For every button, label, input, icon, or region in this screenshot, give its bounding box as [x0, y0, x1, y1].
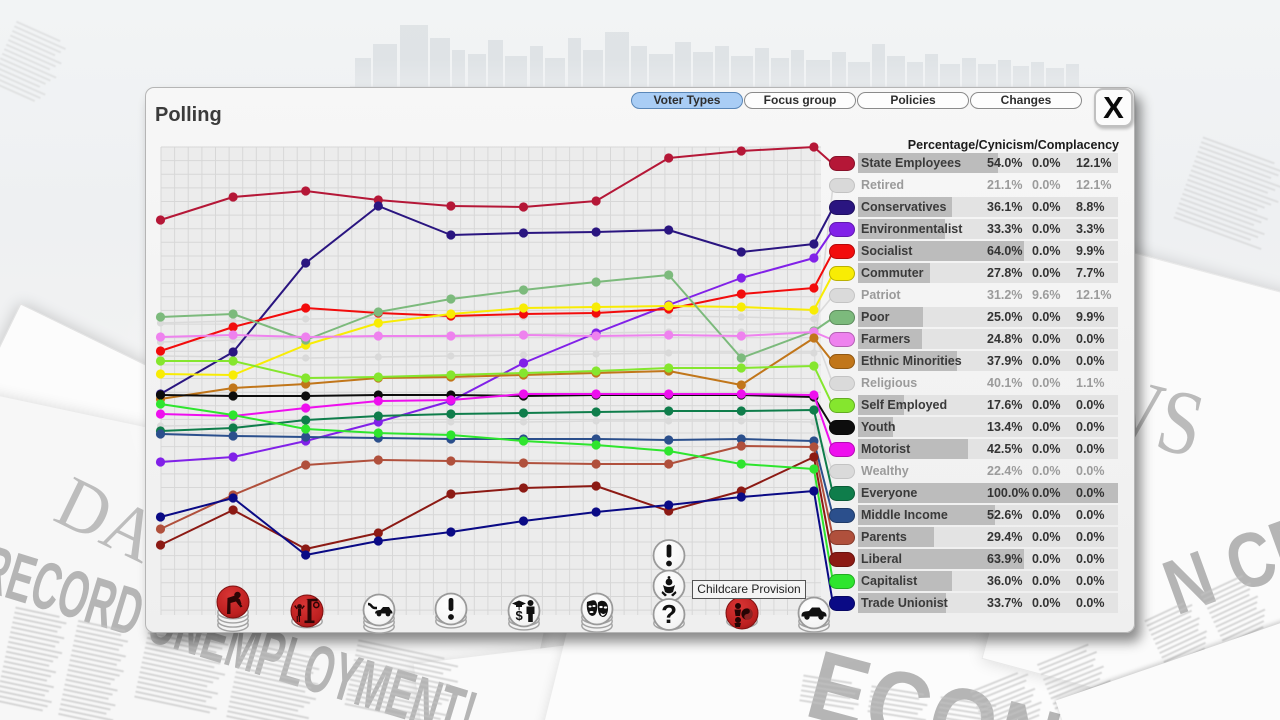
svg-text:?: ?: [661, 599, 677, 629]
svg-text:$: $: [516, 608, 524, 623]
